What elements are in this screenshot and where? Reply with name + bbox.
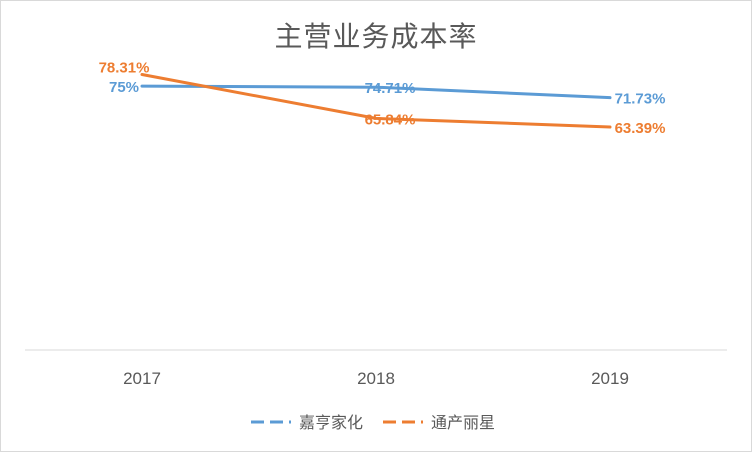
x-tick-label: 2017	[123, 369, 161, 388]
data-label: 78.31%	[99, 60, 150, 77]
data-label: 75%	[109, 79, 139, 96]
data-label: 71.73%	[615, 91, 666, 108]
series-line-1	[140, 84, 612, 100]
x-tick-label: 2019	[591, 369, 629, 388]
data-label: 63.39%	[615, 120, 666, 137]
chart-title: 主营业务成本率	[274, 20, 478, 53]
series-line-2	[140, 73, 612, 129]
data-label: 74.71%	[365, 80, 416, 97]
x-tick-label: 2018	[357, 369, 395, 388]
data-label: 65.84%	[365, 111, 416, 128]
legend-label-2: 通产丽星	[431, 413, 495, 432]
legend-label-1: 嘉亨家化	[299, 413, 363, 432]
